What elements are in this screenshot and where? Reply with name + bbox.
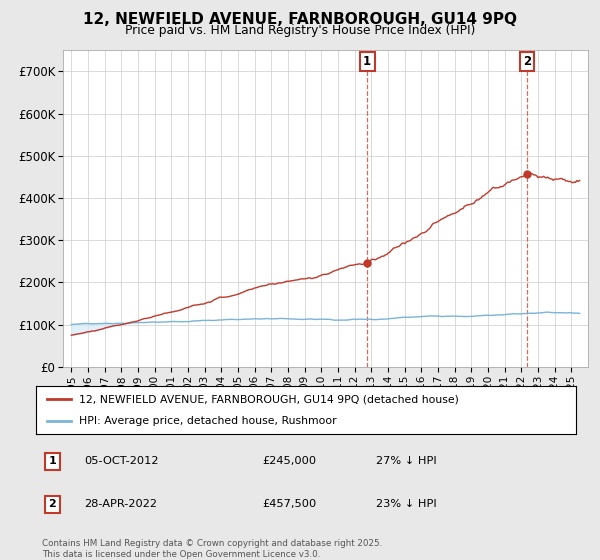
Text: 28-APR-2022: 28-APR-2022 — [85, 500, 158, 509]
Text: 1: 1 — [363, 55, 371, 68]
Text: £245,000: £245,000 — [263, 456, 317, 466]
Text: HPI: Average price, detached house, Rushmoor: HPI: Average price, detached house, Rush… — [79, 416, 337, 426]
Text: 2: 2 — [49, 500, 56, 509]
Text: 2: 2 — [523, 55, 531, 68]
Text: Price paid vs. HM Land Registry's House Price Index (HPI): Price paid vs. HM Land Registry's House … — [125, 24, 475, 37]
Text: 05-OCT-2012: 05-OCT-2012 — [85, 456, 159, 466]
Text: 12, NEWFIELD AVENUE, FARNBOROUGH, GU14 9PQ (detached house): 12, NEWFIELD AVENUE, FARNBOROUGH, GU14 9… — [79, 394, 459, 404]
Text: £457,500: £457,500 — [263, 500, 317, 509]
Text: 12, NEWFIELD AVENUE, FARNBOROUGH, GU14 9PQ: 12, NEWFIELD AVENUE, FARNBOROUGH, GU14 9… — [83, 12, 517, 27]
Text: Contains HM Land Registry data © Crown copyright and database right 2025.
This d: Contains HM Land Registry data © Crown c… — [42, 539, 382, 559]
Text: 27% ↓ HPI: 27% ↓ HPI — [376, 456, 437, 466]
Text: 23% ↓ HPI: 23% ↓ HPI — [376, 500, 437, 509]
Text: 1: 1 — [49, 456, 56, 466]
